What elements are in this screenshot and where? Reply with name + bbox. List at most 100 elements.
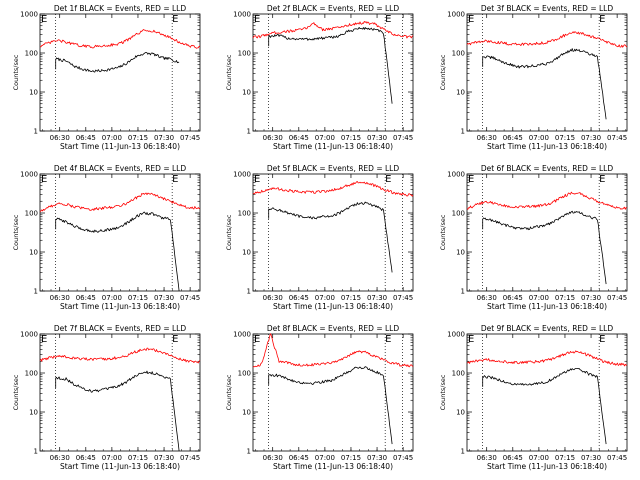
x-tick-label: 06:30 [50,294,70,302]
plot-frame [39,13,201,132]
x-tick-label: 06:45 [76,454,96,462]
events-series-line [55,211,180,292]
y-tick-label: 1000 [447,331,465,339]
events-series-line [55,52,180,73]
y-tick-label: 1000 [20,11,38,19]
event-marker-label: E [599,334,605,345]
y-tick-label: 10 [242,409,251,417]
y-tick-label: 100 [25,370,38,378]
y-tick-label: 1 [461,288,465,296]
y-axis-label: Counts/sec [439,54,447,90]
x-tick-label: 07:30 [581,134,601,142]
x-tick-label: 07:15 [341,134,361,142]
x-tick-label: 07:00 [315,454,335,462]
y-tick-label: 100 [238,370,251,378]
chart-title: Det 2f BLACK = Events, RED = LLD [267,4,400,13]
x-tick-label: 07:00 [102,134,122,142]
x-tick-label: 07:45 [393,134,413,142]
chart-panel: Det 3f BLACK = Events, RED = LLD 1 10 100 10… [439,4,628,151]
y-tick-label: 1000 [447,171,465,179]
event-marker-label: E [254,14,260,25]
y-tick-label: 10 [29,89,38,97]
chart-title: Det 7f BLACK = Events, RED = LLD [54,324,187,333]
x-axis-label: Start Time (11-Jun-13 06:18:40) [60,462,180,471]
chart-panel: Det 4f BLACK = Events, RED = LLD 1 10 100 10… [12,164,201,311]
event-marker-label: E [385,14,391,25]
x-tick-label: 07:15 [555,454,575,462]
lld-series-line [467,350,628,367]
x-tick-label: 07:45 [607,454,627,462]
y-tick-label: 100 [238,50,251,58]
y-tick-label: 10 [456,89,465,97]
x-axis-label: Start Time (11-Jun-13 06:18:40) [60,142,180,151]
x-tick-label: 07:30 [367,134,387,142]
lld-series-line [39,29,201,49]
x-axis-label: Start Time (11-Jun-13 06:18:40) [273,142,393,151]
chart-panel: Det 2f BLACK = Events, RED = LLD 1 10 100 10… [225,4,414,151]
plot-frame [466,13,628,132]
y-tick-label: 1000 [233,171,251,179]
event-marker-label: E [468,14,474,25]
x-tick-label: 06:45 [289,134,309,142]
y-tick-label: 1000 [233,331,251,339]
x-axis-label: Start Time (11-Jun-13 06:18:40) [487,142,607,151]
x-axis-label: Start Time (11-Jun-13 06:18:40) [273,462,393,471]
event-marker-label: E [385,334,391,345]
y-tick-label: 1000 [20,331,38,339]
chart-title: Det 4f BLACK = Events, RED = LLD [54,164,187,173]
y-axis-label: Counts/sec [225,374,233,410]
x-tick-label: 06:45 [76,294,96,302]
lld-series-line [252,181,414,197]
x-tick-label: 06:30 [477,294,497,302]
x-tick-label: 07:15 [128,134,148,142]
x-tick-label: 07:30 [154,134,174,142]
y-tick-label: 1 [247,288,251,296]
y-axis-label: Counts/sec [225,214,233,250]
x-axis-label: Start Time (11-Jun-13 06:18:40) [273,302,393,311]
event-marker-label: E [172,334,178,345]
lld-series-line [466,31,628,48]
events-series-line [268,201,393,273]
x-tick-label: 07:15 [128,294,148,302]
events-series-line [482,48,607,120]
event-marker-label: E [385,174,391,185]
x-tick-label: 07:30 [154,454,174,462]
lld-series-line [39,347,201,364]
y-tick-label: 1000 [233,11,251,19]
x-tick-label: 07:00 [529,454,549,462]
chart-panel: Det 9f BLACK = Events, RED = LLD 1 10 100 10… [439,324,628,471]
event-marker-label: E [468,174,474,185]
x-tick-label: 07:00 [529,294,549,302]
event-marker-label: E [41,174,47,185]
x-tick-label: 06:30 [263,454,283,462]
y-tick-label: 1 [461,128,465,136]
y-tick-label: 1000 [20,171,38,179]
event-marker-label: E [254,174,260,185]
y-tick-label: 1 [461,448,465,456]
x-tick-label: 06:30 [50,454,70,462]
plot-frame [466,333,628,452]
chart-panel: Det 5f BLACK = Events, RED = LLD 1 10 100 10… [225,164,414,311]
y-axis-label: Counts/sec [12,374,20,410]
x-tick-label: 07:30 [154,294,174,302]
y-tick-label: 100 [238,210,251,218]
x-tick-label: 07:15 [341,454,361,462]
y-tick-label: 1 [34,448,38,456]
lld-series-line [252,333,414,368]
y-tick-label: 1000 [447,11,465,19]
x-tick-label: 06:45 [76,134,96,142]
y-axis-label: Counts/sec [225,54,233,90]
y-tick-label: 10 [242,89,251,97]
x-tick-label: 06:45 [503,294,523,302]
x-tick-label: 06:30 [263,134,283,142]
events-series-line [268,26,393,104]
plot-frame [252,173,414,292]
x-tick-label: 07:00 [102,454,122,462]
chart-panel: Det 7f BLACK = Events, RED = LLD 1 10 100 10… [12,324,201,471]
event-marker-label: E [41,334,47,345]
lld-series-line [466,191,628,210]
x-tick-label: 07:15 [555,294,575,302]
x-tick-label: 07:30 [367,294,387,302]
chart-title: Det 6f BLACK = Events, RED = LLD [481,164,614,173]
